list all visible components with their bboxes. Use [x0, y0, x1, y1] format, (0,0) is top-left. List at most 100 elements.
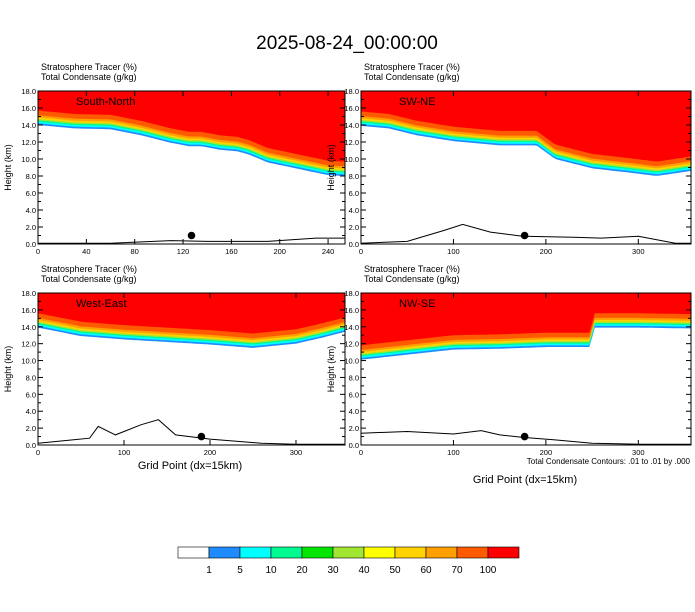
colorbar-box — [332, 546, 365, 559]
y-tick-label: 8.0 — [349, 172, 359, 181]
tracer-band — [38, 293, 345, 334]
tracer-band — [361, 293, 691, 346]
y-tick-label: 16.0 — [21, 104, 36, 113]
header-tracer: Stratosphere Tracer (%) — [364, 62, 460, 72]
y-tick-label: 8.0 — [349, 373, 359, 382]
colorbar-box — [363, 546, 396, 559]
y-tick-label: 6.0 — [349, 390, 359, 399]
y-tick-label: 18.0 — [344, 289, 359, 298]
colorbar-label: 10 — [265, 565, 277, 576]
colorbar-box — [394, 546, 427, 559]
panel-label: West-East — [76, 298, 127, 310]
header-condensate: Total Condensate (g/kg) — [41, 274, 137, 284]
y-tick-label: 18.0 — [21, 289, 36, 298]
panel-west-east: Stratosphere Tracer (%)Total Condensate … — [3, 264, 346, 457]
header-condensate: Total Condensate (g/kg) — [364, 274, 460, 284]
header-tracer: Stratosphere Tracer (%) — [41, 62, 137, 72]
figure-title: 2025-08-24_00:00:00 — [256, 33, 438, 54]
panel-south-north: Stratosphere Tracer (%)Total Condensate … — [3, 62, 346, 256]
colorbar-box — [208, 546, 241, 559]
x-tick-label: 200 — [273, 247, 286, 256]
panel-label: SW-NE — [399, 96, 435, 108]
y-tick-label: 6.0 — [26, 390, 36, 399]
y-tick-label: 2.0 — [349, 223, 359, 232]
panel-label: NW-SE — [399, 298, 435, 310]
y-tick-label: 10.0 — [344, 155, 359, 164]
terrain-line — [38, 419, 345, 445]
colorbar-label: 50 — [389, 565, 401, 576]
y-tick-label: 12.0 — [344, 138, 359, 147]
terrain-line — [38, 237, 345, 244]
x-tick-label: 80 — [131, 247, 139, 256]
panel-body — [38, 293, 345, 445]
y-tick-label: 18.0 — [21, 87, 36, 96]
colorbar: 1 5 10 20 30 40 50 60 70 100 — [177, 546, 520, 576]
colorbar-label: 30 — [327, 565, 339, 576]
x-tick-label: 100 — [447, 247, 460, 256]
colorbar-box — [301, 546, 334, 559]
x-tick-label: 240 — [322, 247, 335, 256]
y-tick-label: 0.0 — [26, 240, 36, 249]
y-axis-label: Height (km) — [3, 346, 13, 393]
panel-sw-ne: Stratosphere Tracer (%)Total Condensate … — [326, 62, 692, 256]
x-tick-label: 200 — [540, 448, 553, 457]
y-tick-label: 4.0 — [26, 206, 36, 215]
tracer-band — [38, 91, 345, 162]
x-tick-label: 160 — [225, 247, 238, 256]
colorbar-box — [239, 546, 272, 559]
colorbar-box — [270, 546, 303, 559]
location-marker — [187, 231, 196, 240]
x-tick-label: 100 — [118, 448, 131, 457]
y-tick-label: 10.0 — [21, 155, 36, 164]
y-tick-label: 18.0 — [344, 87, 359, 96]
y-tick-label: 2.0 — [26, 223, 36, 232]
y-axis-label: Height (km) — [3, 144, 13, 191]
x-tick-label: 120 — [177, 247, 190, 256]
location-marker — [197, 432, 206, 441]
colorbar-label: 1 — [206, 565, 212, 576]
y-tick-label: 16.0 — [344, 104, 359, 113]
y-tick-label: 12.0 — [344, 340, 359, 349]
y-tick-label: 12.0 — [21, 138, 36, 147]
panel-body — [361, 91, 691, 244]
y-tick-label: 2.0 — [349, 424, 359, 433]
y-tick-label: 14.0 — [344, 121, 359, 130]
colorbar-box — [456, 546, 489, 559]
colorbar-label: 100 — [480, 565, 497, 576]
x-tick-label: 40 — [82, 247, 90, 256]
y-tick-label: 4.0 — [349, 206, 359, 215]
y-tick-label: 6.0 — [349, 189, 359, 198]
colorbar-box — [487, 546, 520, 559]
y-tick-label: 16.0 — [344, 306, 359, 315]
panel-body — [38, 91, 345, 244]
x-tick-label: 200 — [540, 247, 553, 256]
y-tick-label: 14.0 — [344, 323, 359, 332]
y-tick-label: 0.0 — [349, 240, 359, 249]
x-tick-label: 0 — [36, 448, 40, 457]
y-tick-label: 2.0 — [26, 424, 36, 433]
x-tick-label: 300 — [290, 448, 303, 457]
y-tick-label: 4.0 — [26, 407, 36, 416]
colorbar-label: 20 — [296, 565, 308, 576]
y-tick-label: 10.0 — [21, 357, 36, 366]
location-marker — [520, 432, 529, 441]
tracer-band — [361, 91, 691, 162]
x-tick-label: 300 — [632, 448, 645, 457]
location-marker — [520, 231, 529, 240]
x-tick-label: 0 — [359, 247, 363, 256]
y-tick-label: 0.0 — [349, 441, 359, 450]
y-tick-label: 10.0 — [344, 357, 359, 366]
colorbar-label: 40 — [358, 565, 370, 576]
x-tick-label: 100 — [447, 448, 460, 457]
contour-note: Total Condensate Contours: .01 to .01 by… — [527, 457, 691, 466]
y-tick-label: 8.0 — [26, 172, 36, 181]
y-tick-label: 4.0 — [349, 407, 359, 416]
y-axis-label: Height (km) — [326, 346, 336, 393]
y-tick-label: 0.0 — [26, 441, 36, 450]
colorbar-label: 60 — [420, 565, 432, 576]
y-tick-label: 12.0 — [21, 340, 36, 349]
y-axis-label: Height (km) — [326, 144, 336, 191]
colorbar-label: 5 — [237, 565, 243, 576]
x-axis-label-bottom-right: Grid Point (dx=15km) — [473, 474, 577, 486]
